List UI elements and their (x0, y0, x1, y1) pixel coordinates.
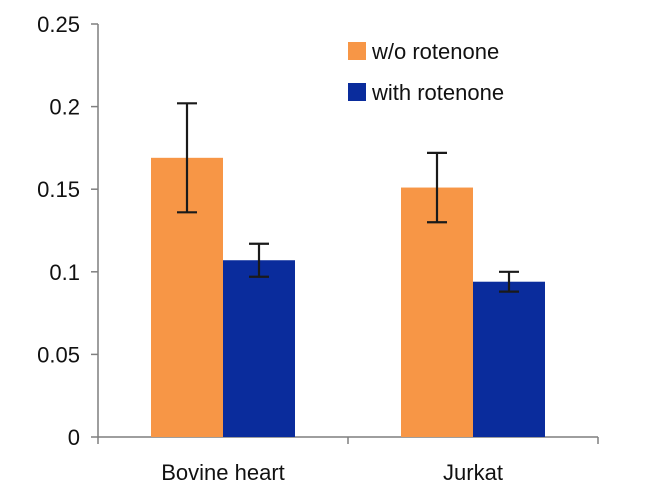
category-label: Jurkat (443, 460, 503, 485)
legend: w/o rotenone with rotenone (348, 39, 504, 105)
y-axis: 0 0.05 0.1 0.15 0.2 0.25 (37, 12, 99, 450)
x-axis: Bovine heart Jurkat (97, 436, 599, 485)
bar (223, 260, 295, 437)
bar (401, 187, 473, 437)
y-tick-label: 0.2 (49, 95, 80, 120)
error-bars (177, 102, 519, 293)
bar (473, 281, 545, 437)
y-tick-label: 0.15 (37, 177, 80, 202)
bars (151, 157, 545, 437)
legend-label: w/o rotenone (371, 39, 499, 64)
y-tick-label: 0.1 (49, 260, 80, 285)
legend-swatch (348, 42, 366, 60)
y-tick-label: 0.25 (37, 12, 80, 37)
y-tick-label: 0.05 (37, 342, 80, 367)
legend-label: with rotenone (371, 80, 504, 105)
category-label: Bovine heart (161, 460, 285, 485)
y-tick-label: 0 (68, 425, 80, 450)
legend-swatch (348, 83, 366, 101)
